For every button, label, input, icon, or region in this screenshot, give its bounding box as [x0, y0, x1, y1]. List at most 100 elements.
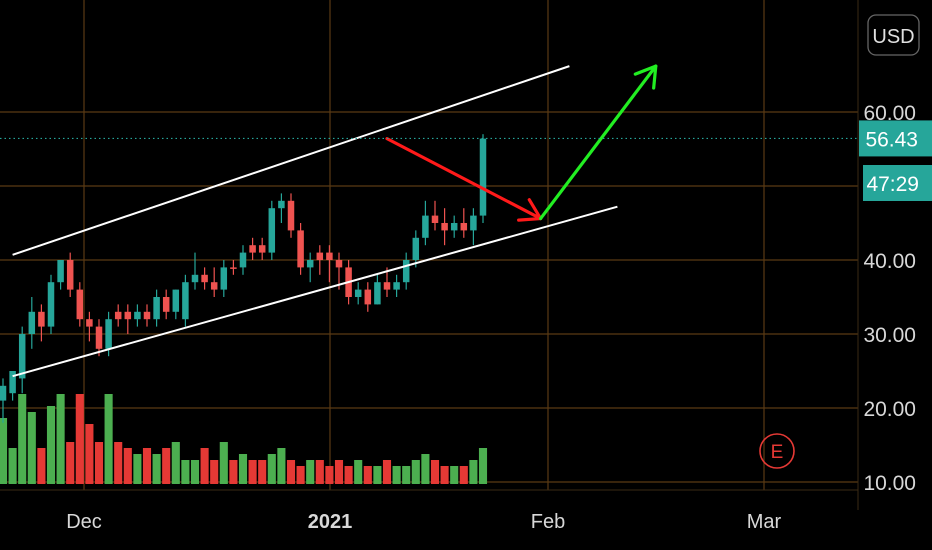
candle-body	[114, 311, 122, 320]
volume-bar	[382, 460, 392, 484]
volume-bar	[181, 460, 190, 484]
volume-bar	[363, 466, 372, 484]
volume-bar	[267, 454, 276, 484]
candle-body	[230, 267, 237, 269]
candle-body	[153, 297, 160, 320]
candle-body	[393, 282, 400, 290]
candle-body	[182, 282, 189, 320]
y-tick-label: 60.00	[863, 102, 916, 125]
time-axis: Dec 2021 Feb Mar	[66, 511, 781, 533]
candle-body	[28, 311, 36, 334]
y-tick-label: 30.00	[863, 324, 916, 347]
volume-bar	[296, 466, 305, 484]
candle-body	[460, 223, 468, 231]
candle-body	[450, 223, 458, 231]
candle-body	[76, 289, 84, 320]
currency-box	[867, 14, 920, 56]
volume-bar	[306, 460, 315, 484]
volume-bar	[190, 460, 200, 484]
volume-bar	[440, 466, 449, 484]
volume-bar	[421, 454, 430, 484]
candle-body	[47, 282, 55, 327]
volume-bar	[85, 424, 94, 484]
candle-body	[412, 237, 420, 260]
channel-lower-line	[12, 205, 618, 378]
candle-body	[9, 371, 16, 394]
y-tick-label: 10.00	[863, 472, 916, 495]
last-price-bg	[859, 120, 932, 157]
candle-body	[239, 252, 247, 268]
candle-body	[306, 260, 314, 268]
volume-bar	[459, 466, 468, 484]
last-price-label: 56.43	[865, 128, 918, 151]
candle-body	[38, 311, 45, 327]
volume-bar	[18, 394, 27, 484]
candle-body	[105, 319, 112, 349]
volume-bar	[238, 454, 248, 484]
candle-body	[162, 297, 170, 312]
volume-bar	[104, 394, 113, 484]
red-arrow	[385, 137, 543, 221]
candle-body	[364, 289, 372, 305]
candle-body	[258, 245, 266, 253]
channel-upper-line	[12, 65, 570, 256]
candle-body	[402, 260, 410, 283]
volume-bar	[411, 460, 420, 484]
candle-body	[479, 138, 487, 216]
candle-body	[86, 319, 93, 327]
volume-bar	[200, 448, 209, 484]
currency-label: USD	[872, 26, 914, 48]
candle-body	[335, 260, 343, 268]
volume-bar	[469, 460, 478, 484]
candle-body	[172, 289, 180, 312]
drawings: E	[0, 64, 858, 469]
candle-body	[354, 289, 362, 297]
candle-body	[220, 267, 228, 290]
y-tick-label: 20.00	[863, 398, 916, 421]
last-price-badge: 56.43	[859, 120, 932, 157]
volume-bar	[27, 412, 36, 484]
volume-bar	[334, 460, 344, 484]
candlesticks	[0, 134, 487, 423]
earnings-marker-label: E	[771, 442, 784, 463]
earnings-marker: E	[759, 433, 795, 469]
countdown-badge: 47:29	[863, 165, 932, 201]
green-arrow-head	[633, 64, 658, 90]
green-arrow	[538, 64, 658, 221]
volume-bar	[75, 394, 84, 484]
candle-body	[57, 260, 64, 283]
candle-body	[278, 200, 285, 209]
candle-body	[441, 223, 448, 231]
volume-bar	[402, 466, 411, 484]
y-tick-label: 40.00	[863, 250, 916, 273]
volume-bar	[56, 394, 65, 484]
countdown-label: 47:29	[866, 173, 919, 196]
volume-bar	[210, 460, 219, 484]
volume-bar	[392, 466, 401, 484]
candle-body	[249, 245, 256, 253]
volume-bar	[94, 442, 104, 484]
volume-bar	[133, 454, 142, 484]
candle-body	[287, 200, 295, 231]
price-axis: 10.0020.0030.0040.0050.0060.00USD56.4347…	[859, 14, 932, 495]
volume-bar	[114, 442, 123, 484]
candle-body	[210, 282, 218, 290]
volume-bar	[354, 460, 363, 484]
volume-bar	[286, 460, 296, 484]
volume-bar	[171, 442, 180, 484]
volume-bar	[219, 442, 228, 484]
volume-bar	[152, 454, 161, 484]
volume-bar	[344, 466, 353, 484]
volume-bar	[8, 448, 17, 484]
candle-body	[374, 282, 381, 305]
currency-button[interactable]: USD	[867, 14, 920, 56]
x-tick-label: Mar	[747, 511, 782, 533]
volume-bar	[478, 448, 488, 484]
candle-body	[143, 311, 151, 320]
candle-body	[201, 274, 208, 283]
volume-bar	[315, 460, 324, 484]
volume-bars	[0, 394, 488, 484]
volume-bar	[450, 466, 459, 484]
